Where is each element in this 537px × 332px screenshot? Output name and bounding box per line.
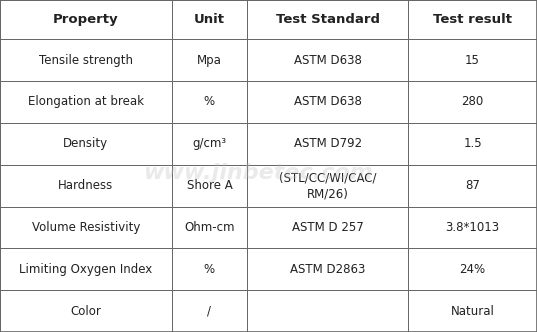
Text: g/cm³: g/cm³ <box>192 137 227 150</box>
Text: 87: 87 <box>465 179 480 192</box>
Bar <box>0 165 172 207</box>
Text: ASTM D638: ASTM D638 <box>294 95 361 109</box>
Bar <box>0 0 172 39</box>
Text: 24%: 24% <box>460 263 485 276</box>
Text: Unit: Unit <box>194 13 225 26</box>
Text: Hardness: Hardness <box>59 179 113 192</box>
Bar <box>408 81 537 123</box>
Text: %: % <box>204 95 215 109</box>
Text: Density: Density <box>63 137 108 150</box>
Bar <box>0 207 172 248</box>
Bar <box>408 290 537 332</box>
Bar <box>247 0 408 39</box>
Bar <box>408 39 537 81</box>
Text: 1.5: 1.5 <box>463 137 482 150</box>
Text: Test Standard: Test Standard <box>275 13 380 26</box>
Text: Elongation at break: Elongation at break <box>28 95 144 109</box>
Bar <box>172 165 247 207</box>
Bar <box>0 248 172 290</box>
Bar <box>247 248 408 290</box>
Text: Mpa: Mpa <box>197 53 222 67</box>
Text: Shore A: Shore A <box>186 179 233 192</box>
Text: Tensile strength: Tensile strength <box>39 53 133 67</box>
Text: Test result: Test result <box>433 13 512 26</box>
Bar <box>247 165 408 207</box>
Text: ASTM D 257: ASTM D 257 <box>292 221 364 234</box>
Bar <box>172 207 247 248</box>
Text: Volume Resistivity: Volume Resistivity <box>32 221 140 234</box>
Text: 280: 280 <box>461 95 484 109</box>
Text: ASTM D2863: ASTM D2863 <box>290 263 365 276</box>
Text: 3.8*1013: 3.8*1013 <box>446 221 499 234</box>
Bar <box>408 123 537 165</box>
Text: (STL/CC/WI/CAC/
RM/26): (STL/CC/WI/CAC/ RM/26) <box>279 171 376 200</box>
Text: %: % <box>204 263 215 276</box>
Bar <box>247 81 408 123</box>
Text: Ohm-cm: Ohm-cm <box>184 221 235 234</box>
Bar <box>172 290 247 332</box>
Bar <box>0 123 172 165</box>
Bar <box>408 207 537 248</box>
Text: Property: Property <box>53 13 119 26</box>
Bar <box>247 39 408 81</box>
Bar <box>172 248 247 290</box>
Bar <box>408 248 537 290</box>
Bar <box>172 0 247 39</box>
Bar <box>247 123 408 165</box>
Text: ASTM D792: ASTM D792 <box>294 137 361 150</box>
Bar <box>0 81 172 123</box>
Bar <box>247 207 408 248</box>
Bar <box>408 165 537 207</box>
Text: Natural: Natural <box>451 304 495 318</box>
Bar <box>172 123 247 165</box>
Bar <box>247 290 408 332</box>
Bar <box>408 0 537 39</box>
Text: /: / <box>207 304 212 318</box>
Text: ASTM D638: ASTM D638 <box>294 53 361 67</box>
Text: 15: 15 <box>465 53 480 67</box>
Text: Limiting Oxygen Index: Limiting Oxygen Index <box>19 263 153 276</box>
Text: Color: Color <box>70 304 101 318</box>
Text: www.jinbetec.com: www.jinbetec.com <box>143 163 373 183</box>
Bar <box>172 81 247 123</box>
Bar <box>0 39 172 81</box>
Bar <box>0 290 172 332</box>
Bar <box>172 39 247 81</box>
